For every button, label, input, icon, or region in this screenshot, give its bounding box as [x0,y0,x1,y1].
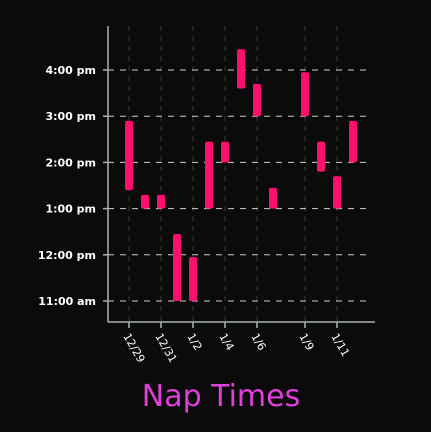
axes [107,26,375,323]
nap-bar [205,141,213,209]
nap-bar [141,194,149,209]
nap-bar [317,141,325,172]
nap-bar [349,120,357,163]
nap-bar [157,194,165,209]
x-tick-label: 1/6 [248,331,268,353]
x-tick-label: 12/31 [152,331,179,365]
bars [125,49,357,301]
nap-bar [125,120,133,191]
y-tick-label: 3:00 pm [45,110,96,123]
nap-bar [237,49,245,89]
nap-bar [253,83,261,117]
y-tick-label: 2:00 pm [45,156,96,169]
nap-bar [189,257,197,301]
nap-bar [333,176,341,209]
x-tick-label: 1/11 [328,331,352,359]
x-tick-label: 1/2 [184,331,204,353]
x-tick-label: 1/9 [296,331,316,353]
x-tick-label: 1/4 [216,331,236,353]
grid [103,26,370,328]
chart-title: Nap Times [142,379,300,414]
y-tick-label: 11:00 am [38,295,96,308]
nap-bar [269,187,277,209]
y-tick-label: 1:00 pm [45,203,96,216]
y-tick-label: 4:00 pm [45,64,96,77]
y-tick-label: 12:00 pm [38,249,96,262]
x-tick-label: 12/29 [120,331,147,365]
nap-bar [301,72,309,117]
nap-bar [221,141,229,163]
nap-bar [173,234,181,301]
